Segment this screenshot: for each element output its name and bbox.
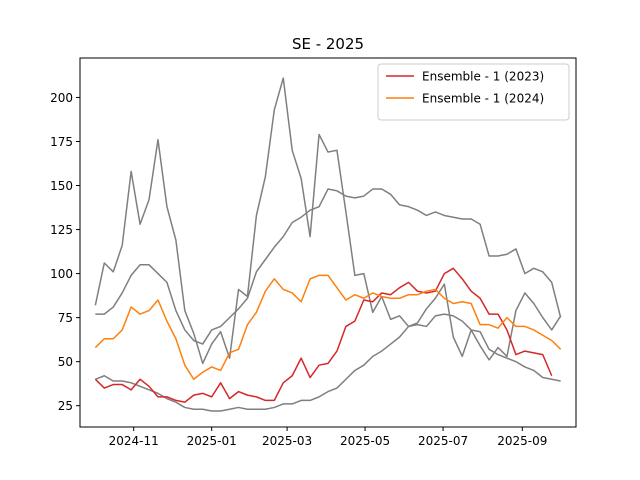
x-tick-label: 2024-11 bbox=[109, 434, 159, 448]
series-layer bbox=[94, 77, 562, 412]
x-tick-label: 2025-03 bbox=[262, 434, 312, 448]
legend: Ensemble - 1 (2023) Ensemble - 1 (2024) bbox=[377, 63, 570, 121]
y-tick-label: 150 bbox=[50, 179, 73, 193]
legend-label: Ensemble - 1 (2023) bbox=[422, 70, 544, 84]
y-tick-label: 200 bbox=[50, 91, 73, 105]
x-tick-label: 2025-05 bbox=[340, 434, 390, 448]
x-tick-label: 2025-09 bbox=[497, 434, 547, 448]
legend-label: Ensemble - 1 (2024) bbox=[422, 92, 544, 106]
ensemble-member-line-3 bbox=[94, 77, 562, 365]
series-line-2 bbox=[94, 274, 562, 381]
ensemble-member-line-5 bbox=[95, 313, 561, 412]
series-line-1 bbox=[94, 267, 553, 403]
plot-frame bbox=[79, 57, 577, 428]
y-tick-label: 75 bbox=[58, 311, 73, 325]
y-tick-label: 50 bbox=[58, 355, 73, 369]
chart-title: SE - 2025 bbox=[292, 35, 364, 53]
ensemble-member-line-4 bbox=[95, 188, 562, 345]
x-tick-label: 2025-07 bbox=[418, 434, 468, 448]
y-tick-label: 125 bbox=[50, 223, 73, 237]
y-tick-label: 100 bbox=[50, 267, 73, 281]
x-tick-label: 2025-01 bbox=[187, 434, 237, 448]
y-tick-label: 175 bbox=[50, 135, 73, 149]
y-tick-label: 25 bbox=[58, 399, 73, 413]
axes-layer: 2024-11 2025-01 2025-03 2025-05 2025-07 2025-… bbox=[50, 91, 547, 448]
legend-box bbox=[377, 63, 570, 121]
